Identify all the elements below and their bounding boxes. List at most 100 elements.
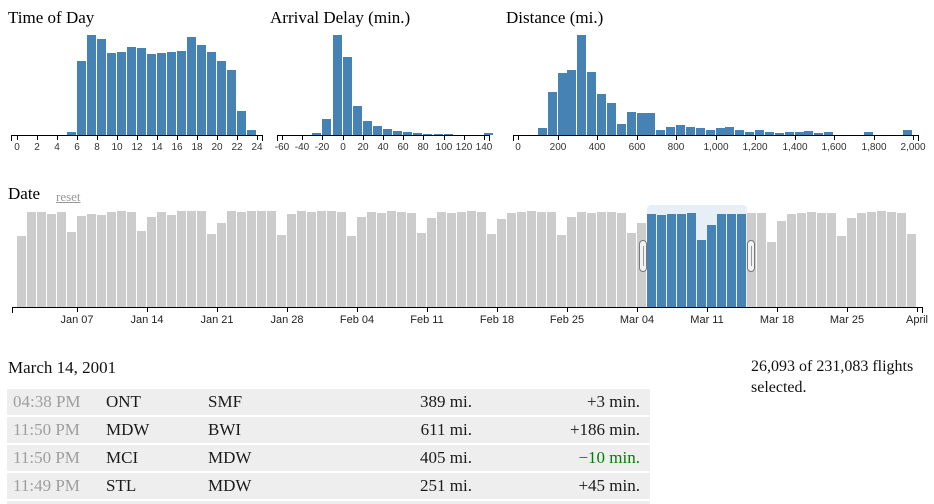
arrival-delay-bar (373, 126, 382, 135)
date-bar (547, 212, 556, 307)
distance-axis-tick (913, 135, 914, 140)
arrival-delay-axis-end-tick (277, 135, 278, 141)
brush-handle-east[interactable] (747, 240, 755, 272)
date-bar (797, 213, 806, 307)
date-bar (167, 215, 176, 307)
date-bar (577, 212, 586, 307)
distance-tick-label: 1,600 (821, 142, 847, 153)
date-bar (447, 213, 456, 307)
date-bar-selected (667, 214, 676, 307)
time-of-day-bar (247, 130, 256, 135)
date-tick-label: Mar 11 (690, 314, 724, 326)
date-bar (787, 214, 796, 307)
date-reset-link[interactable]: reset (56, 189, 81, 204)
time-of-day-bar (217, 61, 226, 135)
date-axis-tick (427, 307, 428, 312)
time-of-day-tick-label: 10 (111, 142, 123, 153)
date-bar (117, 211, 126, 307)
distance-bar (765, 132, 774, 135)
date-bar (227, 211, 236, 307)
date-tick-label: Feb 25 (549, 314, 585, 326)
distance-bar (617, 124, 626, 135)
distance-x-axis (513, 135, 918, 136)
time-of-day-tick-label: 8 (94, 142, 100, 153)
date-axis-tick (637, 307, 638, 312)
arrival-delay-axis-tick (383, 135, 384, 140)
arrival-delay-tick-label: 120 (455, 142, 473, 153)
date-bar (467, 211, 476, 307)
date-axis-tick (497, 307, 498, 312)
date-tick-label: Feb 11 (410, 314, 444, 326)
flight-distance: 405 mi. (420, 448, 472, 467)
time-of-day-tick-label: 0 (14, 142, 20, 153)
date-bar (327, 211, 336, 307)
time-of-day-title: Time of Day (8, 8, 95, 27)
flight-destination: BWI (208, 420, 242, 439)
date-tick-label: Feb 04 (339, 314, 375, 326)
time-of-day-tick-label: 2 (34, 142, 40, 153)
time-of-day-axis-tick (137, 135, 138, 140)
date-tick-label: Mar 25 (829, 314, 865, 326)
distance-tick-label: 600 (628, 142, 646, 153)
distance-tick-label: 800 (667, 142, 685, 153)
flight-origin: MDW (106, 420, 150, 439)
date-bar (247, 211, 256, 307)
date-bar (367, 212, 376, 307)
arrival-delay-bar (393, 131, 402, 135)
arrival-delay-bar (423, 134, 432, 135)
date-title: Date (8, 184, 41, 203)
flight-time: 11:50 PM (13, 420, 80, 439)
time-of-day-axis-tick (177, 135, 178, 140)
arrival-delay-axis-tick (484, 135, 485, 140)
distance-bar (646, 113, 655, 135)
flight-time: 11:50 PM (13, 448, 80, 467)
distance-tick-label: 1,200 (742, 142, 768, 153)
time-of-day-axis-tick (57, 135, 58, 140)
distance-title: Distance (mi.) (506, 8, 604, 27)
time-of-day-axis-tick (237, 135, 238, 140)
distance-bar (538, 128, 547, 135)
date-bar (377, 213, 386, 307)
distance-bar (558, 73, 567, 135)
time-of-day-axis-end-tick (11, 135, 12, 141)
time-of-day-axis-tick (17, 135, 18, 140)
arrival-delay-bar (383, 129, 392, 135)
date-bar (397, 212, 406, 307)
date-bar (337, 212, 346, 307)
date-bar (297, 211, 306, 307)
brush-handle-west[interactable] (639, 240, 647, 272)
time-of-day-axis-tick (157, 135, 158, 140)
distance-axis-end-tick (513, 135, 514, 141)
date-bar (567, 217, 576, 307)
selection-status: 26,093 of 231,083 flights selected. (751, 358, 914, 396)
time-of-day-tick-label: 24 (251, 142, 263, 153)
distance-bar (755, 130, 764, 135)
time-of-day-bar (107, 53, 116, 135)
date-bar (357, 217, 366, 307)
time-of-day-bar (207, 52, 216, 135)
time-of-day-bar (147, 54, 156, 135)
date-bar (877, 211, 886, 307)
date-bar-selected (727, 214, 736, 307)
date-bar-selected (697, 240, 706, 307)
date-bar (87, 214, 96, 307)
date-bar (857, 213, 866, 307)
arrival-delay-brush-area[interactable] (277, 35, 489, 135)
date-tick-label: Jan 14 (130, 314, 164, 326)
distance-bar (716, 128, 725, 135)
time-of-day-bar (117, 52, 126, 135)
date-bar (427, 218, 436, 307)
date-tick-label: Jan 07 (60, 314, 94, 326)
date-bar (57, 212, 66, 307)
arrival-delay-bar (434, 134, 443, 135)
date-axis-tick (357, 307, 358, 312)
date-bar (207, 234, 216, 307)
date-axis-tick (917, 307, 918, 312)
date-bar (267, 211, 276, 307)
distance-bar (725, 127, 734, 135)
flight-destination: MDW (208, 476, 252, 495)
date-bar (907, 234, 916, 307)
distance-axis-tick (558, 135, 559, 140)
date-bar (517, 212, 526, 307)
date-bar (507, 213, 516, 307)
